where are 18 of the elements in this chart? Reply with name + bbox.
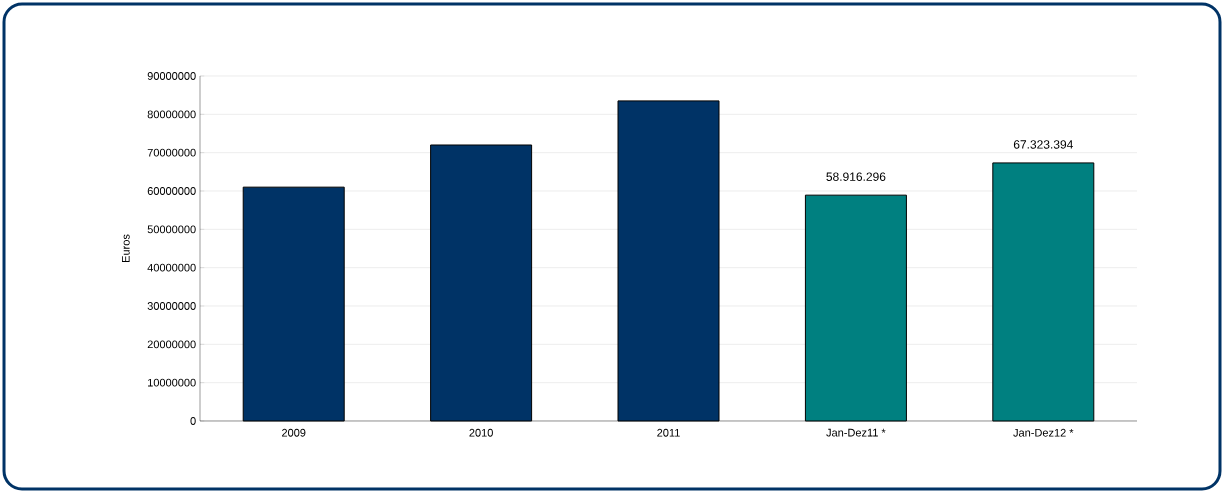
data-label: 58.916.296: [826, 172, 886, 181]
y-tick-label: 90000000: [147, 72, 196, 80]
x-tick-label: 2011: [657, 428, 680, 437]
y-tick-label: 10000000: [148, 378, 196, 387]
x-tick-label: 2010: [469, 428, 493, 437]
x-tick-label: Jan-Dez12 *: [1013, 428, 1074, 437]
x-tick-label: Jan-Dez11 *: [826, 428, 886, 437]
y-tick-label: 40000000: [147, 263, 196, 272]
data-label: 67.323.394: [1013, 140, 1073, 149]
y-tick-label: 60000000: [147, 187, 196, 195]
y-axis-title: Euros: [122, 234, 130, 262]
y-tick-label: 70000000: [147, 148, 196, 157]
y-tick-label: 30000000: [147, 302, 196, 310]
y-tick-label: 0: [190, 417, 196, 425]
y-tick-label: 20000000: [147, 340, 196, 349]
y-tick-label: 50000000: [147, 225, 196, 234]
x-tick-label: 2009: [282, 428, 306, 437]
y-tick-label: 80000000: [147, 110, 196, 119]
